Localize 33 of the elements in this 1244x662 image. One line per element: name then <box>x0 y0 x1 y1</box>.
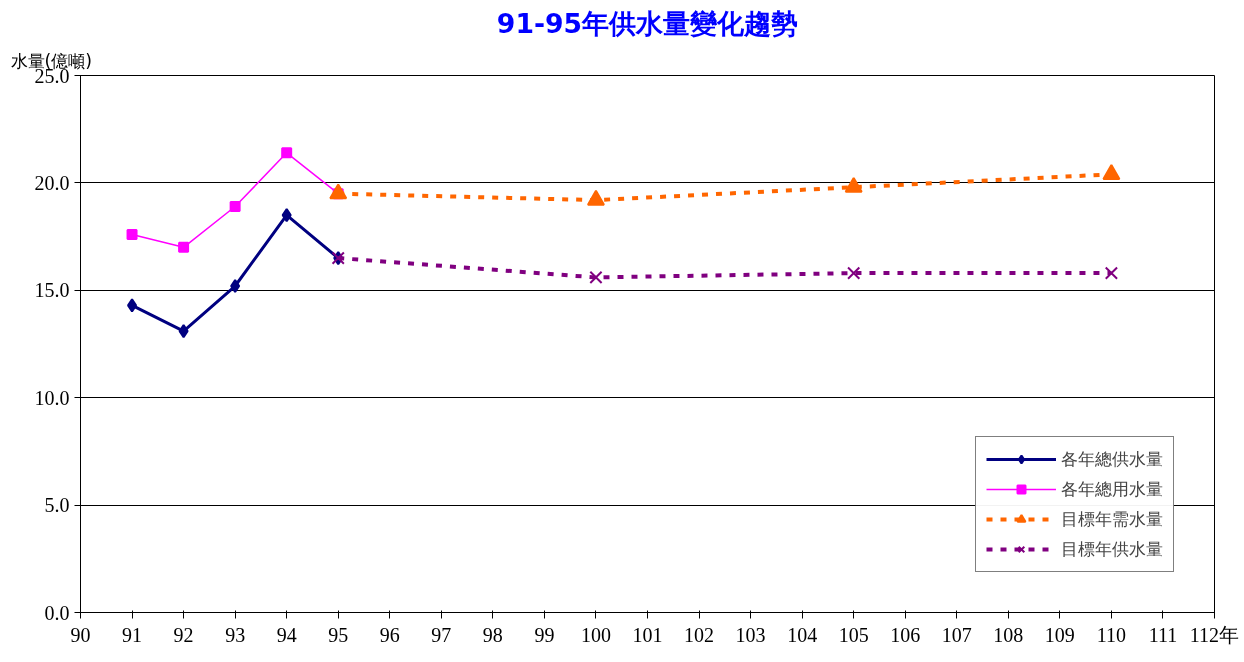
x-tick-label: 104 <box>787 623 818 646</box>
legend-label: 各年總供水量 <box>1061 448 1163 471</box>
x-tick-label: 101 <box>632 623 663 646</box>
x-tick-label: 91 <box>122 623 143 646</box>
x-tick-label: 106 <box>890 623 921 646</box>
x-tick-label: 108 <box>993 623 1024 646</box>
x-tick-label: 107 <box>941 623 972 646</box>
x-tick-label: 100 <box>580 623 611 646</box>
x-tick-label: 109 <box>1044 623 1075 646</box>
x-tick-label: 103 <box>735 623 766 646</box>
x-tick-label: 98 <box>482 623 503 646</box>
x-tick-label: 112年 <box>1189 623 1240 646</box>
y-tick-label: 10.0 <box>34 386 70 409</box>
y-tick-label: 5.0 <box>44 494 70 517</box>
x-tick-label: 96 <box>379 623 400 646</box>
legend-label: 目標年需水量 <box>1061 508 1163 531</box>
legend-label: 各年總用水量 <box>1061 478 1163 501</box>
chart-title: 91-95年供水量變化趨勢 <box>496 7 799 39</box>
x-tick-label: 111 <box>1148 623 1178 646</box>
x-tick-label: 94 <box>276 623 297 646</box>
x-tick-label: 95 <box>328 623 349 646</box>
x-tick-label: 102 <box>684 623 715 646</box>
x-tick-label: 110 <box>1096 623 1127 646</box>
y-tick-label: 15.0 <box>34 279 70 302</box>
x-tick-label: 97 <box>431 623 452 646</box>
x-tick-label: 105 <box>838 623 869 646</box>
x-tick-label: 92 <box>173 623 194 646</box>
x-tick-label: 93 <box>225 623 246 646</box>
x-tick-label: 90 <box>70 623 91 646</box>
y-tick-label: 0.0 <box>44 601 70 624</box>
legend-label: 目標年供水量 <box>1061 538 1163 561</box>
y-tick-label: 20.0 <box>34 171 70 194</box>
x-tick-label: 99 <box>534 623 555 646</box>
